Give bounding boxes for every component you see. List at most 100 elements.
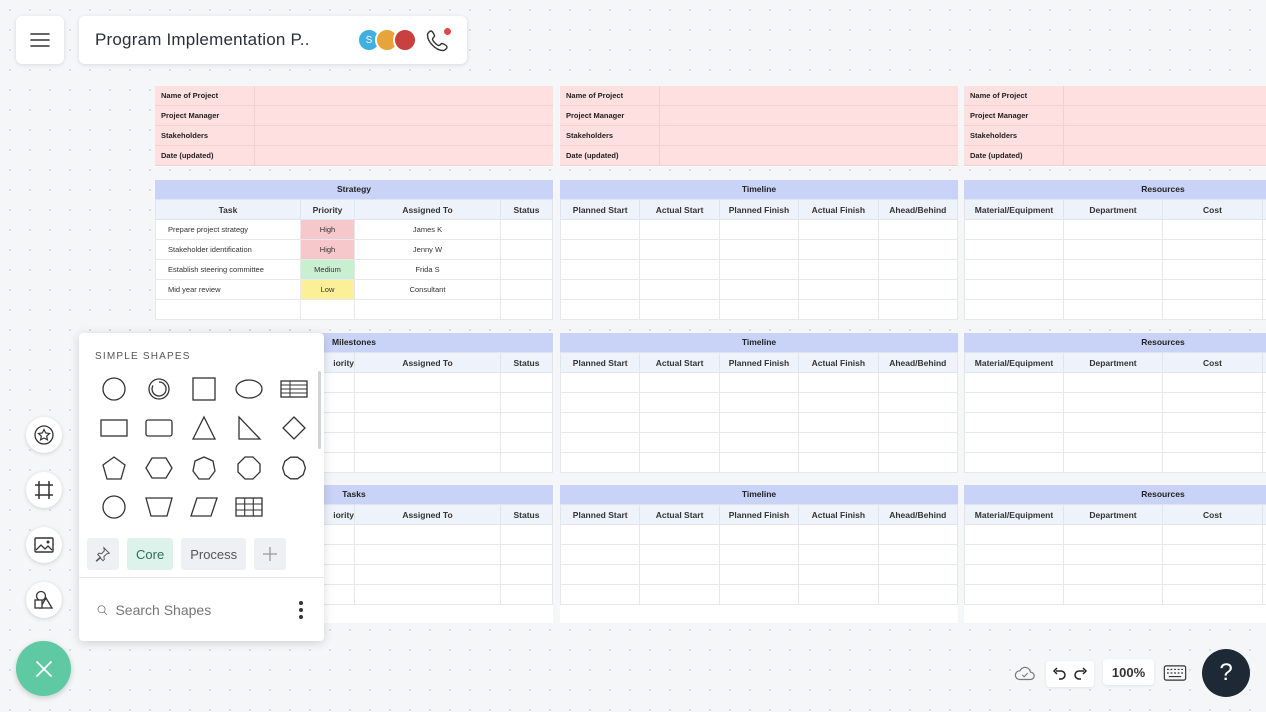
ellipse-shape[interactable]: [226, 369, 271, 409]
call-button[interactable]: [425, 27, 451, 53]
heptagon-shape[interactable]: [181, 448, 226, 488]
notification-dot: [444, 28, 451, 35]
trapezoid-shape[interactable]: [136, 488, 181, 528]
image-icon: [34, 537, 54, 553]
table-row[interactable]: [964, 239, 1266, 260]
add-library-button[interactable]: [254, 538, 287, 570]
help-button[interactable]: ?: [1202, 649, 1250, 697]
phone-icon: [426, 30, 448, 52]
table-row[interactable]: [559, 584, 959, 605]
table-row[interactable]: [964, 564, 1266, 585]
timeline-table-2[interactable]: Timeline Planned Start Actual Start Plan…: [559, 333, 959, 473]
table-row[interactable]: [155, 299, 553, 320]
table-row[interactable]: [964, 584, 1266, 605]
favorites-button[interactable]: [26, 417, 62, 453]
section-title: Strategy: [155, 180, 553, 199]
menu-button[interactable]: [16, 16, 64, 64]
table-row[interactable]: [559, 564, 959, 585]
image-button[interactable]: [26, 527, 62, 563]
table-row[interactable]: [964, 372, 1266, 393]
table-lines-shape[interactable]: [271, 369, 316, 409]
table-row[interactable]: [964, 524, 1266, 545]
table-row[interactable]: [559, 219, 959, 240]
col-header: Actual Start: [639, 352, 720, 373]
resources-table-2[interactable]: Resources Material/Equipment Department …: [964, 333, 1266, 473]
table-row[interactable]: [559, 239, 959, 260]
table-row[interactable]: [964, 299, 1266, 320]
rounded-rectangle-shape[interactable]: [136, 409, 181, 449]
table-row[interactable]: Mid year review Low Consultant: [155, 279, 553, 300]
table-row[interactable]: [559, 524, 959, 545]
table-row[interactable]: [559, 299, 959, 320]
table-row[interactable]: Prepare project strategy High James K: [155, 219, 553, 240]
assigned-cell: Jenny W: [354, 239, 501, 260]
table-row[interactable]: Stakeholder identification High Jenny W: [155, 239, 553, 260]
grid-table-shape[interactable]: [226, 488, 271, 528]
avatar[interactable]: [393, 28, 417, 52]
triangle-shape[interactable]: [181, 409, 226, 449]
cloud-sync-icon[interactable]: [1012, 661, 1038, 687]
strategy-table[interactable]: Strategy Task Priority Assigned To Statu…: [155, 180, 553, 320]
col-header: Assigned To: [354, 199, 501, 220]
table-row[interactable]: [964, 219, 1266, 240]
document-title[interactable]: Program Implementation P..: [95, 30, 310, 49]
task-cell: Stakeholder identification: [155, 239, 301, 260]
undo-icon[interactable]: [1051, 666, 1067, 682]
table-row[interactable]: [559, 452, 959, 473]
resources-table-1[interactable]: Resources Material/Equipment Department …: [964, 180, 1266, 320]
keyboard-icon[interactable]: [1162, 661, 1188, 685]
timeline-table-1[interactable]: Timeline Planned Start Actual Start Plan…: [559, 180, 959, 320]
hexagon-shape[interactable]: [136, 448, 181, 488]
timeline-table-3[interactable]: Timeline Planned Start Actual Start Plan…: [559, 485, 959, 623]
table-row[interactable]: Establish steering committee Medium Frid…: [155, 259, 553, 280]
assigned-cell: Consultant: [354, 279, 501, 300]
table-row[interactable]: [559, 279, 959, 300]
table-row[interactable]: [964, 392, 1266, 413]
redo-icon[interactable]: [1073, 666, 1089, 682]
table-row[interactable]: [559, 412, 959, 433]
project-info-2[interactable]: Name of Project Project Manager Stakehol…: [560, 86, 958, 167]
project-info-1[interactable]: Name of Project Project Manager Stakehol…: [155, 86, 553, 167]
octagon-shape[interactable]: [226, 448, 271, 488]
right-triangle-shape[interactable]: [226, 409, 271, 449]
table-row[interactable]: [964, 452, 1266, 473]
table-row[interactable]: [964, 432, 1266, 453]
circle-2-shape[interactable]: [91, 488, 136, 528]
avatar[interactable]: [375, 28, 399, 52]
shape-search-bar: [79, 577, 324, 641]
rectangle-shape[interactable]: [91, 409, 136, 449]
shapes-button[interactable]: [26, 582, 62, 618]
decagon-shape[interactable]: [271, 448, 316, 488]
col-header: Status: [500, 504, 553, 525]
tab-core[interactable]: Core: [127, 538, 174, 570]
close-fab-button[interactable]: [16, 641, 71, 696]
resources-table-3[interactable]: Resources Material/Equipment Department …: [964, 485, 1266, 623]
col-header: Planned Finish: [718, 199, 800, 220]
square-shape[interactable]: [181, 369, 226, 409]
more-options-icon[interactable]: [296, 600, 306, 619]
search-shapes-input[interactable]: [115, 601, 297, 618]
project-info-3[interactable]: Name of Project Project Manager Stakehol…: [964, 86, 1266, 167]
parallelogram-shape[interactable]: [181, 488, 226, 528]
col-header: Cost: [1162, 352, 1263, 373]
col-header: Actual Finish: [798, 199, 879, 220]
tab-process[interactable]: Process: [181, 538, 247, 570]
table-row[interactable]: [559, 432, 959, 453]
table-row[interactable]: [559, 544, 959, 565]
ring-shape[interactable]: [136, 369, 181, 409]
scrollbar[interactable]: [318, 371, 321, 449]
table-row[interactable]: [559, 259, 959, 280]
zoom-level[interactable]: 100%: [1103, 659, 1154, 685]
circle-shape[interactable]: [91, 369, 136, 409]
diamond-shape[interactable]: [271, 409, 316, 449]
pentagon-shape[interactable]: [91, 448, 136, 488]
table-row[interactable]: [964, 412, 1266, 433]
table-row[interactable]: [559, 372, 959, 393]
table-row[interactable]: [559, 392, 959, 413]
pin-tab[interactable]: [87, 538, 119, 570]
frame-button[interactable]: [26, 472, 62, 508]
pin-icon: [95, 546, 111, 562]
table-row[interactable]: [964, 279, 1266, 300]
table-row[interactable]: [964, 259, 1266, 280]
table-row[interactable]: [964, 544, 1266, 565]
